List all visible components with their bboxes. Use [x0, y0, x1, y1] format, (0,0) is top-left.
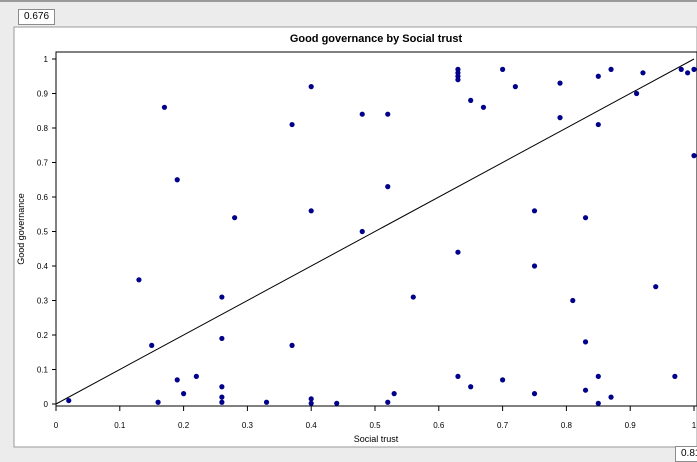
data-point-0-7	[181, 391, 186, 396]
data-point-0-36	[468, 98, 473, 103]
x-tick-label-6: 0.6	[433, 421, 445, 430]
x-tick-label-0: 0	[54, 421, 59, 430]
data-point-0-29	[411, 294, 416, 299]
x-tick-label-2: 0.2	[178, 421, 190, 430]
y-tick-label-10: 1	[44, 55, 49, 64]
data-point-0-43	[532, 263, 537, 268]
x-tick-label-9: 0.9	[625, 421, 637, 430]
data-point-0-34	[455, 250, 460, 255]
data-point-0-27	[385, 400, 390, 405]
data-point-0-9	[219, 294, 224, 299]
data-point-0-55	[608, 67, 613, 72]
y-tick-label-4: 0.4	[37, 262, 49, 271]
chart-frame	[14, 27, 697, 447]
bottom-value-readout: 0.81	[675, 446, 697, 462]
data-point-0-57	[634, 91, 639, 96]
data-point-0-18	[309, 84, 314, 89]
x-tick-label-7: 0.7	[497, 421, 509, 430]
data-point-0-17	[289, 343, 294, 348]
y-tick-label-1: 0.1	[37, 366, 49, 375]
chart-title: Good governance by Social trust	[290, 33, 463, 45]
data-point-0-19	[309, 208, 314, 213]
x-tick-label-8: 0.8	[561, 421, 573, 430]
data-point-0-53	[596, 374, 601, 379]
y-tick-label-2: 0.2	[37, 331, 49, 340]
y-tick-label-9: 0.9	[37, 90, 49, 99]
data-point-0-20	[309, 396, 314, 401]
data-point-0-5	[175, 177, 180, 182]
data-point-0-10	[219, 336, 224, 341]
data-point-0-14	[232, 215, 237, 220]
data-point-0-50	[583, 388, 588, 393]
data-point-0-35	[455, 374, 460, 379]
data-point-0-1	[136, 277, 141, 282]
data-point-0-52	[596, 122, 601, 127]
data-point-0-16	[289, 122, 294, 127]
data-point-0-41	[513, 84, 518, 89]
data-point-0-48	[583, 215, 588, 220]
data-point-0-4	[162, 105, 167, 110]
data-point-0-56	[608, 395, 613, 400]
data-point-0-39	[500, 67, 505, 72]
data-point-0-6	[175, 377, 180, 382]
data-point-0-62	[685, 70, 690, 75]
y-tick-label-7: 0.7	[37, 159, 49, 168]
y-tick-label-8: 0.8	[37, 124, 49, 133]
y-axis-label: Good governance	[16, 193, 26, 265]
data-point-0-40	[500, 377, 505, 382]
data-point-0-13	[219, 400, 224, 405]
data-point-0-26	[385, 184, 390, 189]
x-tick-label-4: 0.4	[306, 421, 318, 430]
data-point-0-0	[66, 398, 71, 403]
data-point-0-63	[691, 67, 696, 72]
data-point-0-44	[532, 391, 537, 396]
data-point-0-38	[481, 105, 486, 110]
data-point-0-54	[596, 401, 601, 406]
y-tick-label-0: 0	[44, 400, 49, 409]
y-tick-label-5: 0.5	[37, 228, 49, 237]
y-tick-label-6: 0.6	[37, 193, 49, 202]
data-point-0-24	[360, 229, 365, 234]
y-tick-label-3: 0.3	[37, 297, 49, 306]
x-tick-label-5: 0.5	[369, 421, 381, 430]
data-point-0-28	[392, 391, 397, 396]
data-point-0-58	[640, 70, 645, 75]
data-point-0-45	[557, 81, 562, 86]
data-point-0-61	[679, 67, 684, 72]
data-point-0-12	[219, 395, 224, 400]
data-point-0-46	[557, 115, 562, 120]
data-point-0-51	[596, 74, 601, 79]
x-tick-label-1: 0.1	[114, 421, 126, 430]
data-point-0-47	[570, 298, 575, 303]
data-point-0-15	[264, 400, 269, 405]
x-tick-label-10: 1	[692, 421, 697, 430]
data-point-0-8	[194, 374, 199, 379]
x-tick-label-3: 0.3	[242, 421, 254, 430]
data-point-0-21	[309, 401, 314, 406]
data-point-0-33	[455, 77, 460, 82]
data-point-0-3	[155, 400, 160, 405]
data-point-0-2	[149, 343, 154, 348]
data-point-0-42	[532, 208, 537, 213]
data-point-0-22	[334, 401, 339, 406]
data-point-0-59	[653, 284, 658, 289]
data-point-0-25	[385, 112, 390, 117]
data-point-0-60	[672, 374, 677, 379]
data-point-0-49	[583, 339, 588, 344]
data-point-0-37	[468, 384, 473, 389]
data-point-0-64	[691, 153, 696, 158]
x-axis-label: Social trust	[354, 434, 399, 444]
data-point-0-11	[219, 384, 224, 389]
data-point-0-23	[360, 112, 365, 117]
